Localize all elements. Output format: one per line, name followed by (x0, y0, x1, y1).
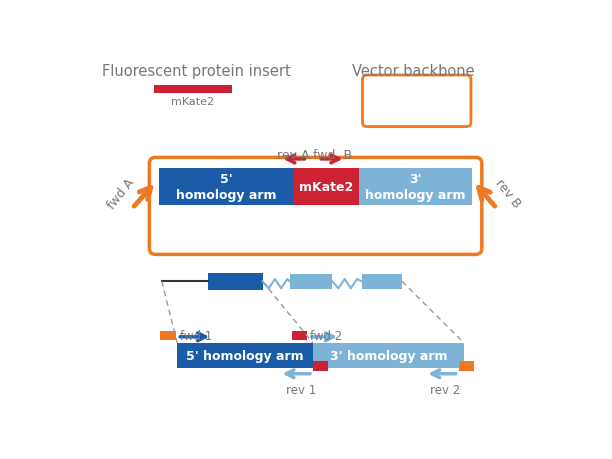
Bar (289, 274, 332, 290)
Bar (313, 362, 329, 371)
Text: 5'
homology arm: 5' homology arm (176, 173, 277, 202)
Text: 5' homology arm: 5' homology arm (186, 349, 304, 362)
Bar (458, 362, 474, 371)
Bar (160, 331, 176, 340)
Text: rev A: rev A (277, 149, 310, 162)
Text: 3'
homology arm: 3' homology arm (365, 173, 466, 202)
Bar (154, 86, 231, 94)
Text: fwd A: fwd A (105, 176, 137, 211)
Text: rev 1: rev 1 (286, 383, 316, 396)
Text: rev 2: rev 2 (430, 383, 460, 396)
Text: Fluorescent protein insert: Fluorescent protein insert (102, 64, 291, 79)
Bar (177, 343, 313, 368)
Bar (159, 169, 294, 206)
Bar (362, 274, 402, 290)
Text: fwd 1: fwd 1 (181, 330, 213, 342)
Bar (292, 331, 307, 340)
Text: Vector backbone: Vector backbone (353, 64, 475, 79)
Text: rev B: rev B (492, 177, 523, 210)
Bar (294, 169, 359, 206)
Text: fwd  B: fwd B (313, 149, 352, 162)
Text: mKate2: mKate2 (299, 181, 354, 194)
FancyBboxPatch shape (362, 76, 471, 127)
Bar (208, 273, 263, 290)
FancyBboxPatch shape (149, 158, 482, 255)
Bar (313, 343, 464, 368)
Text: 3' homology arm: 3' homology arm (330, 349, 447, 362)
Text: mKate2: mKate2 (171, 96, 214, 106)
Bar (359, 169, 472, 206)
Text: fwd 2: fwd 2 (310, 330, 342, 342)
